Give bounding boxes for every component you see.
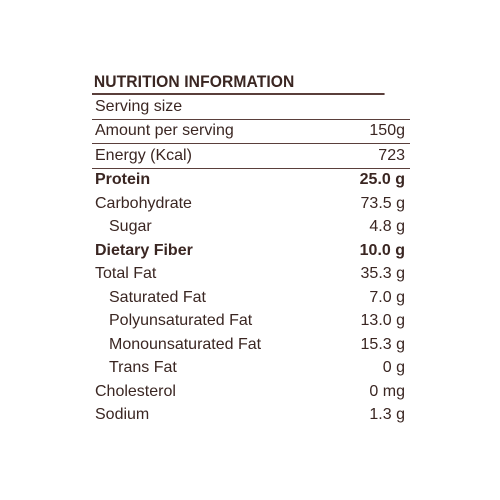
row-value: 7.0 g: [369, 288, 405, 306]
row-label: Total Fat: [95, 265, 157, 283]
row-value: 13.0 g: [360, 312, 405, 330]
row-label: Serving size: [95, 97, 183, 115]
row-label: Monounsaturated Fat: [109, 335, 262, 353]
row-value: 1.3 g: [369, 406, 405, 424]
row-sugar: Sugar 4.8 g: [92, 216, 410, 240]
row-value: 0 g: [382, 359, 405, 377]
row-label: Trans Fat: [109, 359, 177, 377]
row-value: 73.5 g: [360, 194, 405, 212]
row-label: Sugar: [109, 218, 152, 236]
nutrition-panel: NUTRITION INFORMATION Serving size Amoun…: [92, 70, 410, 427]
row-energy: Energy (Kcal) 723: [92, 144, 410, 169]
row-monounsaturated-fat: Monounsaturated Fat 15.3 g: [92, 333, 410, 357]
row-label: Sodium: [95, 406, 150, 424]
row-cholesterol: Cholesterol 0 mg: [92, 380, 410, 404]
row-label: Amount per serving: [95, 122, 234, 140]
row-label: Energy (Kcal): [95, 146, 192, 164]
row-value: 723: [378, 146, 405, 164]
row-protein: Protein 25.0 g: [92, 169, 410, 193]
row-label: Dietary Fiber: [95, 241, 193, 259]
row-value: 150g: [369, 122, 405, 140]
row-amount-per-serving: Amount per serving 150g: [92, 120, 410, 144]
panel-title: NUTRITION INFORMATION: [92, 70, 385, 95]
row-value: 35.3 g: [360, 265, 405, 283]
row-serving-size: Serving size: [92, 95, 410, 120]
row-dietary-fiber: Dietary Fiber 10.0 g: [92, 239, 410, 263]
row-label: Polyunsaturated Fat: [109, 312, 253, 330]
row-value: 15.3 g: [360, 335, 405, 353]
row-polyunsaturated-fat: Polyunsaturated Fat 13.0 g: [92, 310, 410, 334]
row-sodium: Sodium 1.3 g: [92, 404, 410, 428]
row-value: 10.0 g: [359, 241, 405, 259]
row-value: 25.0 g: [359, 171, 405, 189]
row-label: Protein: [95, 171, 151, 189]
row-value: 0 mg: [369, 382, 405, 400]
row-saturated-fat: Saturated Fat 7.0 g: [92, 286, 410, 310]
row-carbohydrate: Carbohydrate 73.5 g: [92, 192, 410, 216]
row-total-fat: Total Fat 35.3 g: [92, 263, 410, 287]
row-label: Cholesterol: [95, 382, 176, 400]
row-value: 4.8 g: [369, 218, 405, 236]
row-label: Saturated Fat: [109, 288, 206, 306]
row-label: Carbohydrate: [95, 194, 192, 212]
row-trans-fat: Trans Fat 0 g: [92, 357, 410, 381]
